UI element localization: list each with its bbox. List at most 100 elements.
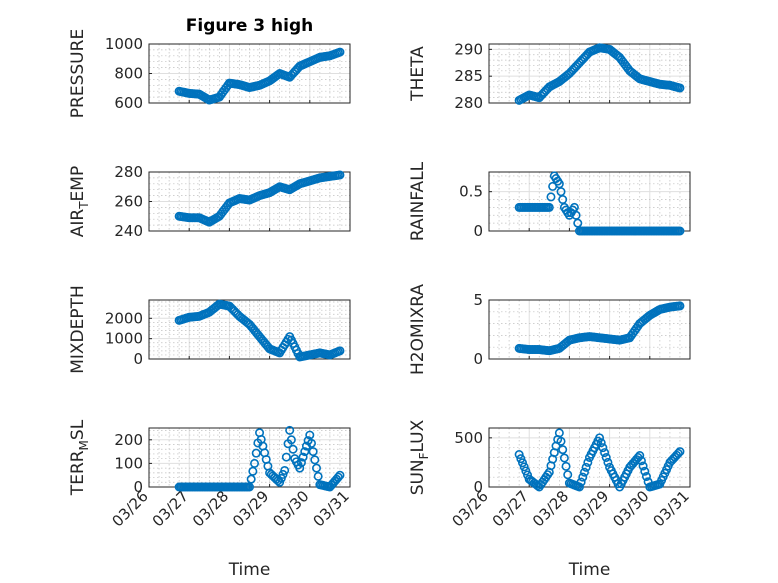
data-point xyxy=(300,447,310,457)
axes-frame xyxy=(488,299,691,360)
data-point xyxy=(306,438,316,448)
data-series xyxy=(174,170,345,227)
data-series xyxy=(174,425,345,492)
data-point xyxy=(579,467,589,477)
x-axis-label: Time xyxy=(228,560,271,580)
data-series xyxy=(514,43,685,105)
data-point xyxy=(296,458,306,468)
data-point xyxy=(559,453,569,463)
data-point xyxy=(517,458,527,468)
data-point xyxy=(280,465,290,475)
x-tick-label: 03/26 xyxy=(109,487,152,530)
y-axis-label: SUNFLUX xyxy=(408,419,431,495)
data-point xyxy=(601,452,611,462)
subplot-5: 0 1000 2000 MIXDEPTH xyxy=(68,285,351,374)
y-tick-label: 240 xyxy=(114,222,143,240)
data-point xyxy=(335,47,345,57)
data-point xyxy=(556,436,566,446)
data-point xyxy=(554,428,564,438)
data-point xyxy=(288,444,298,454)
data-point xyxy=(563,470,573,480)
x-tick-label: 03/31 xyxy=(310,487,353,530)
data-point xyxy=(311,463,321,473)
x-tick-label: 03/28 xyxy=(189,487,232,530)
y-tick-label: 500 xyxy=(454,429,483,447)
x-tick-label: 03/30 xyxy=(269,487,312,530)
data-point xyxy=(519,462,529,472)
y-tick-label: 0 xyxy=(473,478,483,496)
y-tick-label: 5 xyxy=(473,291,483,309)
data-point xyxy=(335,170,345,180)
x-tick-label: 03/27 xyxy=(489,487,532,530)
chart-title: Figure 3 high xyxy=(186,16,314,36)
y-tick-label: 0.5 xyxy=(459,183,483,201)
subplot-2: 280 285 290 THETA xyxy=(408,40,691,112)
data-point xyxy=(574,482,584,492)
y-tick-label: 1000 xyxy=(105,35,143,53)
data-point xyxy=(561,461,571,471)
y-tick-label: 1000 xyxy=(105,330,143,348)
data-series xyxy=(514,171,685,236)
data-point xyxy=(308,447,318,457)
x-tick-label: 03/27 xyxy=(149,487,192,530)
data-point xyxy=(281,452,291,462)
data-point xyxy=(516,454,526,464)
y-tick-label: 0 xyxy=(133,350,143,368)
y-tick-label: 600 xyxy=(114,94,143,112)
x-tick-label: 03/30 xyxy=(609,487,652,530)
data-point xyxy=(603,457,613,467)
y-tick-label: 800 xyxy=(114,65,143,83)
y-tick-label: 280 xyxy=(454,94,483,112)
data-point xyxy=(578,472,588,482)
data-series xyxy=(174,47,345,105)
data-point xyxy=(675,447,685,457)
axes-frame xyxy=(488,43,691,104)
subplot-3: 240 260 280 AIRTEMP xyxy=(68,163,351,240)
y-tick-label: 0 xyxy=(473,350,483,368)
y-axis-label: H2OMIXRA xyxy=(408,284,428,375)
y-axis-label: THETA xyxy=(408,46,428,102)
axes-frame xyxy=(148,299,351,360)
y-axis-label: PRESSURE xyxy=(68,29,88,118)
y-tick-label: 0 xyxy=(473,222,483,240)
data-point xyxy=(544,202,554,212)
subplot-1: 600 800 1000 PRESSURE Figure 3 high xyxy=(68,16,351,118)
data-point xyxy=(576,477,586,487)
y-tick-label: 0 xyxy=(133,478,143,496)
data-point xyxy=(595,433,605,443)
data-point xyxy=(675,226,685,236)
data-point xyxy=(673,448,683,458)
data-point xyxy=(514,450,524,460)
data-point xyxy=(641,472,651,482)
data-point xyxy=(250,458,260,468)
data-point xyxy=(310,455,320,465)
data-point xyxy=(305,430,315,440)
y-tick-label: 2000 xyxy=(105,309,143,327)
y-tick-label: 200 xyxy=(114,431,143,449)
x-tick-label: 03/28 xyxy=(529,487,572,530)
y-tick-label: 260 xyxy=(114,193,143,211)
data-point xyxy=(596,438,606,448)
data-point xyxy=(295,463,305,473)
y-tick-label: 100 xyxy=(114,454,143,472)
x-tick-label: 03/26 xyxy=(449,487,492,530)
x-tick-label: 03/29 xyxy=(229,487,272,530)
data-point xyxy=(638,461,648,471)
data-point xyxy=(583,457,593,467)
data-point xyxy=(251,448,261,458)
data-point xyxy=(521,466,531,476)
data-point xyxy=(333,472,343,482)
y-axis-label: AIRTEMP xyxy=(68,166,91,237)
data-point xyxy=(581,462,591,472)
data-point xyxy=(636,456,646,466)
y-tick-label: 290 xyxy=(454,40,483,58)
x-tick-label: 03/31 xyxy=(650,487,693,530)
y-axis-label: RAINFALL xyxy=(408,161,428,241)
data-point xyxy=(286,435,296,445)
axes-frame xyxy=(488,427,691,488)
data-point xyxy=(635,451,645,461)
data-point xyxy=(640,466,650,476)
